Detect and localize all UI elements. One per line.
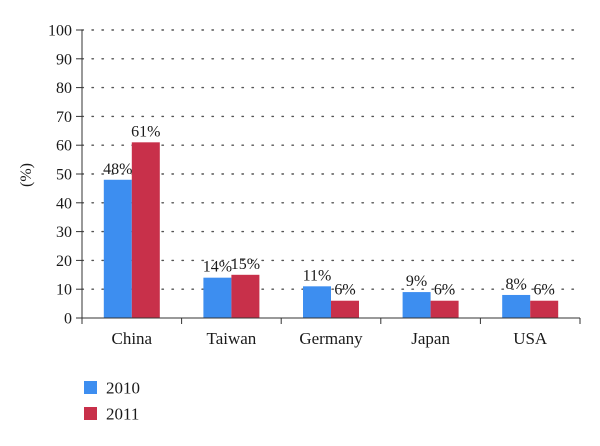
data-label-2011-taiwan: 15% <box>231 256 260 273</box>
bar-2010-china <box>103 179 132 318</box>
data-label-2011-usa: 6% <box>534 282 555 299</box>
y-tick-label: 10 <box>56 282 72 299</box>
bars <box>103 142 559 318</box>
data-label-2010-china: 48% <box>103 161 132 178</box>
data-labels: 48%61%14%15%11%6%9%6% 8% 6% <box>103 123 555 298</box>
bar-2011-germany <box>331 300 359 318</box>
y-tick-labels: 0 10 20 30 40 50 60 70 80 90 100 <box>48 23 72 328</box>
y-tick-label: 60 <box>56 138 72 155</box>
legend-swatch-2010 <box>84 381 97 394</box>
x-category-labels: China Taiwan Germany Japan USA <box>111 329 547 348</box>
data-label-2010-taiwan: 14% <box>203 259 232 276</box>
y-tick-label: 40 <box>56 195 72 212</box>
y-axis-title: (%) <box>18 163 35 187</box>
y-tick-label: 100 <box>48 23 72 40</box>
legend-label-2010: 2010 <box>106 379 140 398</box>
y-tick-label: 30 <box>56 224 72 241</box>
bar-2010-germany <box>303 286 331 318</box>
x-category-label: USA <box>513 329 548 348</box>
data-label-2011-germany: 6% <box>334 282 355 299</box>
y-tick-label: 20 <box>56 253 72 270</box>
data-label-2010-germany: 11% <box>303 267 332 284</box>
y-tick-label: 70 <box>56 109 72 126</box>
legend: 2010 2011 <box>84 379 140 424</box>
x-category-label: Germany <box>299 329 363 348</box>
y-tick-label: 90 <box>56 51 72 68</box>
bar-2010-japan <box>402 292 431 318</box>
y-tick-label: 50 <box>56 167 72 184</box>
bar-2011-usa <box>530 300 559 318</box>
x-category-label: Taiwan <box>207 329 257 348</box>
legend-label-2011: 2011 <box>106 405 139 424</box>
legend-swatch-2011 <box>84 407 97 420</box>
y-tick-label: 80 <box>56 80 72 97</box>
data-label-2010-usa: 8% <box>506 276 527 293</box>
data-label-2011-china: 61% <box>131 123 160 140</box>
axes <box>76 29 581 324</box>
x-category-label: Japan <box>411 329 450 348</box>
bar-2010-taiwan <box>203 277 232 318</box>
bar-2011-taiwan <box>231 274 260 318</box>
x-category-label: China <box>111 329 152 348</box>
y-tick-label: 0 <box>64 311 72 328</box>
bar-2010-usa <box>502 294 531 318</box>
data-label-2011-japan: 6% <box>434 282 455 299</box>
data-label-2010-japan: 9% <box>406 273 427 290</box>
bar-2011-japan <box>430 300 459 318</box>
bar-2011-china <box>131 142 160 318</box>
